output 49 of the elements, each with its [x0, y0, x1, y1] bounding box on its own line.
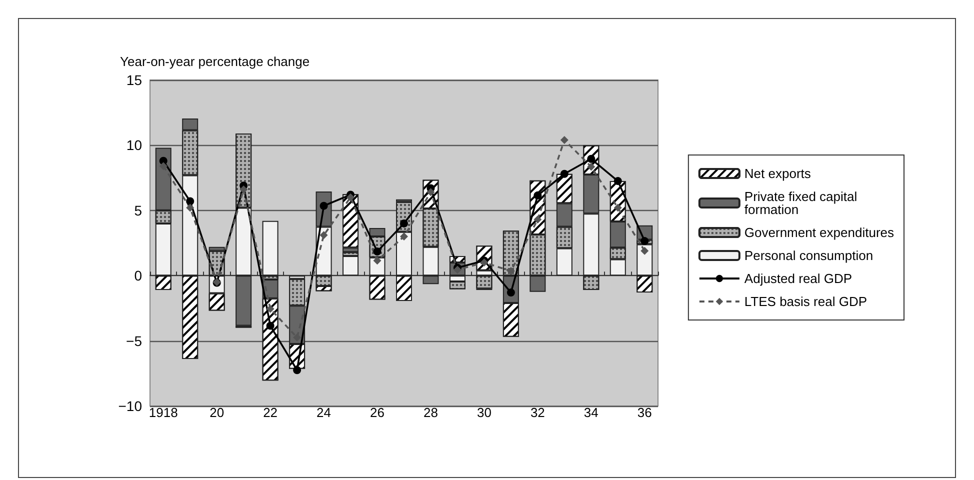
- legend-label: Personal consumption: [744, 248, 874, 263]
- legend-label: Government expenditures: [744, 225, 894, 240]
- legend-label: Net exports: [744, 166, 812, 181]
- point: [560, 170, 568, 178]
- point: [614, 204, 622, 212]
- y-axis-title: Year-on-year percentage change: [120, 54, 310, 69]
- point: [159, 162, 168, 170]
- point: [293, 366, 302, 374]
- x-tick-label: 20: [210, 405, 224, 420]
- legend-label: LTES basis real GDP: [744, 294, 868, 309]
- point: [266, 304, 274, 313]
- point: [373, 256, 382, 265]
- x-tick-label: 30: [476, 405, 492, 420]
- legend-label: Adjusted real GDP: [744, 271, 852, 286]
- legend-label: Private fixed capital formation: [744, 189, 861, 217]
- point: [320, 202, 328, 210]
- point: [320, 231, 328, 240]
- point: [640, 246, 649, 255]
- x-tick-label: 24: [316, 405, 332, 420]
- point: [640, 237, 649, 246]
- bar: [262, 220, 278, 276]
- y-tick-label: 5: [134, 202, 142, 218]
- x-tick-label: 34: [584, 405, 598, 420]
- x-tick-label: 26: [370, 405, 384, 420]
- point: [346, 193, 355, 202]
- y-tick-label: −5: [126, 332, 142, 349]
- point: [240, 186, 248, 194]
- point: [400, 232, 408, 240]
- x-tick-label: 1918: [148, 405, 178, 420]
- x-tick-label: 28: [424, 405, 438, 420]
- y-tick-label: −10: [118, 398, 142, 414]
- point: [614, 177, 622, 186]
- point: [186, 197, 194, 206]
- x-tick-label: 32: [530, 405, 545, 420]
- point: [400, 219, 408, 228]
- point: [560, 136, 568, 144]
- y-tick-label: 0: [134, 268, 142, 284]
- point: [534, 216, 542, 224]
- x-tick-label: 22: [263, 405, 278, 420]
- point: [293, 334, 302, 342]
- bar: [342, 256, 359, 276]
- y-tick-label: 10: [126, 137, 142, 154]
- x-tick-label: 36: [637, 405, 652, 420]
- point: [587, 162, 596, 171]
- point: [534, 191, 542, 200]
- y-tick-label: 15: [126, 72, 142, 88]
- point: [266, 322, 274, 330]
- point: [506, 267, 515, 276]
- point: [186, 204, 194, 212]
